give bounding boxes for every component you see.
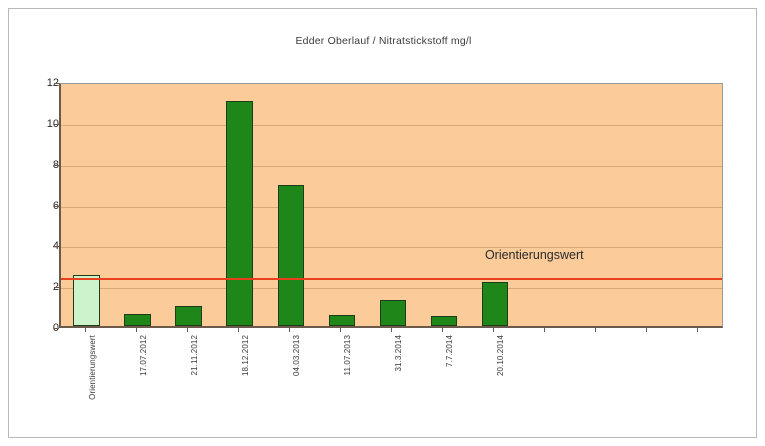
- bar[interactable]: [430, 315, 458, 326]
- y-tick-mark: [54, 287, 59, 289]
- bar[interactable]: [328, 314, 356, 326]
- bar[interactable]: [379, 300, 407, 326]
- x-tick-label: Orientierungswert: [87, 335, 97, 400]
- x-tick-label: 17.07.2012: [138, 335, 148, 377]
- x-tick-mark: [289, 328, 290, 332]
- bar[interactable]: [124, 313, 151, 326]
- x-tick-mark: [391, 328, 392, 332]
- chart-title: Edder Oberlauf / Nitratstickstoff mg/l: [295, 35, 472, 47]
- x-tick-label: 21.11.2012: [189, 335, 199, 376]
- x-tick-mark: [442, 328, 443, 332]
- x-tick-mark: [697, 328, 698, 332]
- threshold-line: [61, 277, 722, 280]
- x-axis: [59, 328, 723, 334]
- x-axis-labels: Orientierungswert 17.07.2012 21.11.2012 18.…: [59, 335, 723, 435]
- x-tick-mark: [136, 328, 137, 332]
- chart-figure: Edder Oberlauf / Nitratstickstoff mg/l 0…: [8, 8, 757, 438]
- y-axis: 024681012: [23, 77, 59, 334]
- y-tick-mark: [54, 328, 59, 329]
- bar[interactable]: [226, 101, 254, 326]
- x-tick-mark: [238, 328, 239, 332]
- bar[interactable]: [73, 274, 100, 326]
- x-tick-mark: [544, 328, 545, 332]
- x-tick-mark: [493, 328, 494, 332]
- bar[interactable]: [481, 282, 509, 326]
- y-tick-mark: [54, 205, 59, 207]
- x-tick-label: 18.12.2012: [240, 335, 250, 377]
- gridline: [61, 206, 722, 208]
- y-tick-mark: [54, 246, 59, 248]
- gridline: [61, 247, 722, 249]
- x-tick-mark: [646, 328, 647, 332]
- x-tick-label: 11.07.2013: [342, 335, 352, 376]
- x-tick-mark: [595, 328, 596, 332]
- y-tick-mark: [54, 83, 59, 84]
- plot-area: Orientierungswert: [59, 83, 723, 328]
- gridline: [61, 165, 722, 167]
- gridline: [61, 124, 722, 126]
- y-tick-label: 12: [46, 77, 59, 89]
- y-tick-mark: [54, 164, 59, 166]
- x-tick-label: 31.3.2014: [394, 335, 403, 372]
- x-tick-mark: [187, 328, 188, 332]
- gridline: [61, 288, 722, 290]
- x-tick-mark: [340, 328, 341, 332]
- y-tick-label: 10: [46, 117, 59, 130]
- threshold-annotation-label: Orientierungswert: [484, 247, 584, 262]
- x-tick-label: 20.10.2014: [496, 335, 506, 377]
- x-tick-label: 04.03.2013: [291, 335, 301, 377]
- x-tick-label: 7.7.2014: [445, 335, 455, 367]
- bar[interactable]: [175, 305, 202, 326]
- x-tick-mark: [85, 328, 86, 332]
- y-tick-mark: [54, 123, 59, 125]
- bar[interactable]: [277, 185, 305, 326]
